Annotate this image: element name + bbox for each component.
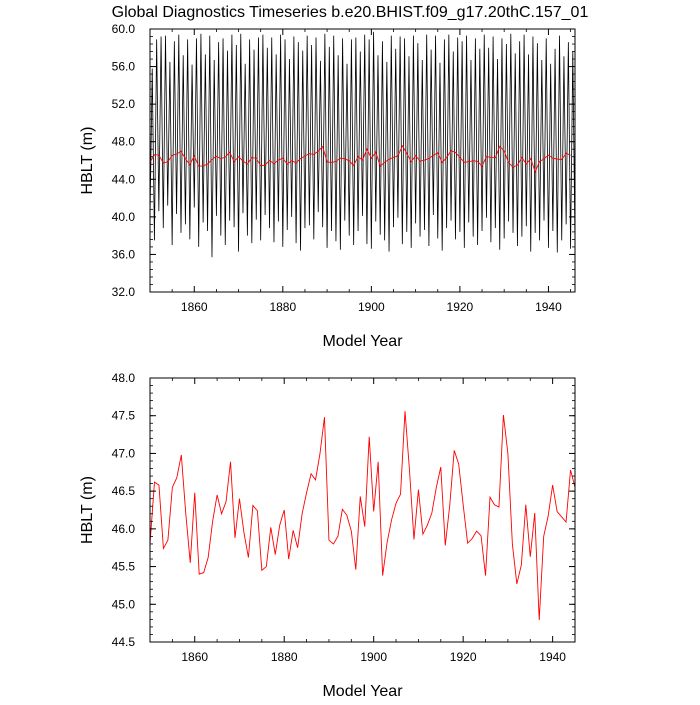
y-tick-label: 56.0 <box>112 60 136 74</box>
y-tick-label: 46.5 <box>112 484 136 498</box>
series-line-annual-mean <box>150 411 575 621</box>
y-tick-label: 40.0 <box>112 210 136 224</box>
y-tick-label: 44.5 <box>112 635 136 649</box>
bottom-plot-frame <box>149 377 576 643</box>
x-tick-label: 1940 <box>539 650 566 664</box>
x-tick-label: 1920 <box>450 650 477 664</box>
x-tick-label: 1940 <box>535 300 562 314</box>
x-tick-label: 1920 <box>447 300 474 314</box>
bottom-panel: 1860 1880 1900 1920 1940 44.5 45.0 45.5 46.0 46.5… <box>79 371 576 700</box>
y-tick-label: 48.0 <box>112 135 136 149</box>
series-line-annual-mean <box>150 144 571 174</box>
y-tick-label: 36.0 <box>112 247 136 261</box>
chart-title: Global Diagnostics Timeseries b.e20.BHIS… <box>112 4 589 21</box>
y-tick-label: 60.0 <box>112 22 136 36</box>
top-plot-frame <box>149 28 576 293</box>
y-tick-label: 46.0 <box>112 522 136 536</box>
y-tick-label: 48.0 <box>112 371 136 385</box>
y-tick-label: 44.0 <box>112 172 136 186</box>
top-y-axis-label: HBLT (m) <box>79 127 96 195</box>
x-tick-label: 1860 <box>181 650 208 664</box>
x-tick-label: 1900 <box>360 650 387 664</box>
series-line-monthly <box>150 31 575 258</box>
y-tick-label: 52.0 <box>112 97 136 111</box>
top-panel: 1860 1880 1900 1920 1940 32.0 36.0 40.0 44.0 48.0… <box>79 22 576 350</box>
y-tick-label: 47.5 <box>112 409 136 423</box>
top-x-axis-label: Model Year <box>322 333 403 350</box>
x-tick-label: 1880 <box>271 650 298 664</box>
bottom-x-axis-label: Model Year <box>322 683 403 700</box>
y-tick-label: 45.0 <box>112 597 136 611</box>
y-tick-label: 32.0 <box>112 285 136 299</box>
y-tick-label: 47.0 <box>112 446 136 460</box>
bottom-y-axis-label: HBLT (m) <box>79 476 96 544</box>
y-tick-label: 45.5 <box>112 560 136 574</box>
x-tick-label: 1880 <box>269 300 296 314</box>
x-tick-label: 1860 <box>181 300 208 314</box>
x-tick-label: 1900 <box>358 300 385 314</box>
